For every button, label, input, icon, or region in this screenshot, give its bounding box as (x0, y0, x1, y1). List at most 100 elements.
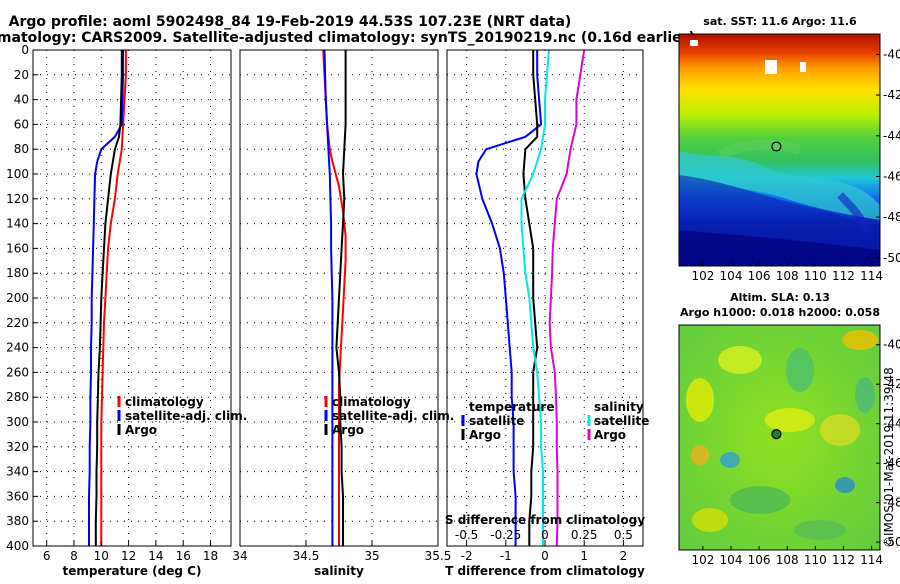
x-tick-label: -1 (500, 549, 512, 563)
series-temperature-satellite (475, 50, 543, 546)
map-lat-tick-label: -50 (883, 251, 900, 265)
sst-argo-location-marker (771, 141, 782, 152)
map-lat-tick-label: -48 (883, 210, 900, 224)
map-lon-tick-label: 112 (832, 553, 855, 567)
x-tick-label: 35 (364, 549, 379, 563)
map-lon-tick-label: 114 (860, 553, 883, 567)
legend-heading-temperature: temperature (469, 400, 554, 414)
map-lat-tick-label: -46 (883, 456, 900, 470)
series-satellite-adj-clim- (323, 49, 334, 546)
s-tick-label: 0.25 (571, 528, 598, 542)
legend-label: satellite-adj. clim. (332, 409, 454, 423)
panel-differences: -2 -1 0 1 2T difference from climatology temp… (445, 49, 649, 578)
map-lon-tick-label: 114 (860, 269, 883, 283)
series-salinity-satellite (520, 49, 550, 546)
y-tick-label: 300 (6, 415, 29, 429)
legend-label: Argo (332, 423, 364, 437)
sla-map: 102 104 106 108 110 112 114 -40 -42 -44 -46 -48 -50 (678, 324, 900, 567)
y-tick-label: 220 (6, 316, 29, 330)
top-axis-label: S difference from climatology (445, 513, 645, 527)
map-lat-tick-label: -44 (883, 129, 900, 143)
s-tick-label: 0.5 (614, 528, 633, 542)
legend-label: satellite-adj. clim. (125, 409, 247, 423)
sla-map-title-line1: Altim. SLA: 0.13 (730, 291, 830, 304)
y-tick-label: 260 (6, 365, 29, 379)
y-tick-label: 240 (6, 341, 29, 355)
map-lon-tick-label: 104 (720, 269, 743, 283)
x-tick-label: 34.5 (293, 549, 320, 563)
map-lat-tick-label: -40 (883, 47, 900, 61)
map-lat-tick-label: -48 (883, 496, 900, 510)
series-argo (335, 50, 347, 546)
legend-label: climatology (332, 395, 411, 409)
map-lat-tick-label: -40 (883, 338, 900, 352)
y-tick-label: 200 (6, 291, 29, 305)
y-tick-label: 60 (14, 117, 29, 131)
s-tick-label: -0.5 (455, 528, 478, 542)
x-axis-label: salinity (314, 564, 364, 578)
s-tick-label: -0.25 (490, 528, 521, 542)
series-satellite-adj-clim- (88, 50, 125, 546)
y-tick-label: 180 (6, 266, 29, 280)
series-temperature-argo (522, 50, 539, 546)
legend-label: climatology (125, 395, 204, 409)
legend-heading-salinity: salinity (594, 400, 644, 414)
y-tick-label: 280 (6, 390, 29, 404)
sst-map-features (679, 40, 880, 266)
x-tick-label: 16 (176, 549, 191, 563)
map-lat-tick-label: -42 (883, 88, 900, 102)
x-tick-label: 35.5 (425, 549, 452, 563)
y-tick-label: 140 (6, 217, 29, 231)
copyright-credit: ©IMOS 01-Mar-2019 11:39:48 (882, 367, 896, 548)
x-tick-label: -2 (461, 549, 473, 563)
legend-label: satellite (594, 414, 649, 428)
map-lon-tick-label: 102 (691, 553, 714, 567)
x-tick-label: 0 (541, 549, 549, 563)
y-tick-label: 120 (6, 192, 29, 206)
x-tick-label: 10 (94, 549, 109, 563)
figure-title-line1: Argo profile: aoml 5902498_84 19-Feb-201… (9, 14, 572, 30)
x-tick-label: 1 (580, 549, 588, 563)
sst-map: 102 104 106 108 110 112 114 -40 -42 -44 -46 -48 -50 (678, 33, 900, 283)
sla-map-title-line2: Argo h1000: 0.018 h2000: 0.058 (680, 306, 880, 319)
series-salinity-argo (548, 49, 586, 547)
y-tick-label: 100 (6, 167, 29, 181)
sst-map-title: sat. SST: 11.6 Argo: 11.6 (703, 15, 857, 28)
figure-title-line2: Climatology: CARS2009. Satellite-adjuste… (0, 30, 695, 46)
series-climatology (100, 50, 127, 546)
x-tick-label: 12 (121, 549, 136, 563)
legend-label: Argo (594, 428, 626, 442)
map-lat-tick-label: -44 (883, 417, 900, 431)
x-tick-label: 8 (70, 549, 78, 563)
x-tick-label: 2 (620, 549, 628, 563)
map-lon-tick-label: 108 (776, 553, 799, 567)
y-tick-label: 400 (6, 539, 29, 553)
map-lat-tick-label: -42 (883, 377, 900, 391)
y-tick-label: 160 (6, 241, 29, 255)
y-tick-label: 340 (6, 465, 29, 479)
y-tick-label: 0 (21, 43, 29, 57)
y-tick-label: 40 (14, 93, 29, 107)
s-tick-label: 0 (541, 528, 549, 542)
y-tick-label: 380 (6, 514, 29, 528)
sla-map-features (686, 330, 878, 540)
y-tick-label: 20 (14, 68, 29, 82)
map-lon-tick-label: 106 (748, 553, 771, 567)
legend-label: Argo (469, 428, 501, 442)
map-lat-tick-label: -50 (883, 535, 900, 549)
y-tick-label: 360 (6, 489, 29, 503)
map-lon-tick-label: 112 (832, 269, 855, 283)
sla-argo-location-marker (771, 429, 782, 440)
x-axis-label: temperature (deg C) (63, 564, 202, 578)
panel-salinity: 34 34.5 35 35.5 salinity climatologysatellite… (232, 49, 454, 578)
x-axis-label: T difference from climatology (445, 564, 645, 578)
panel-frame (239, 49, 439, 547)
legend-label: satellite (469, 414, 524, 428)
x-tick-label: 18 (203, 549, 218, 563)
map-lon-tick-label: 108 (776, 269, 799, 283)
map-lon-tick-label: 106 (748, 269, 771, 283)
